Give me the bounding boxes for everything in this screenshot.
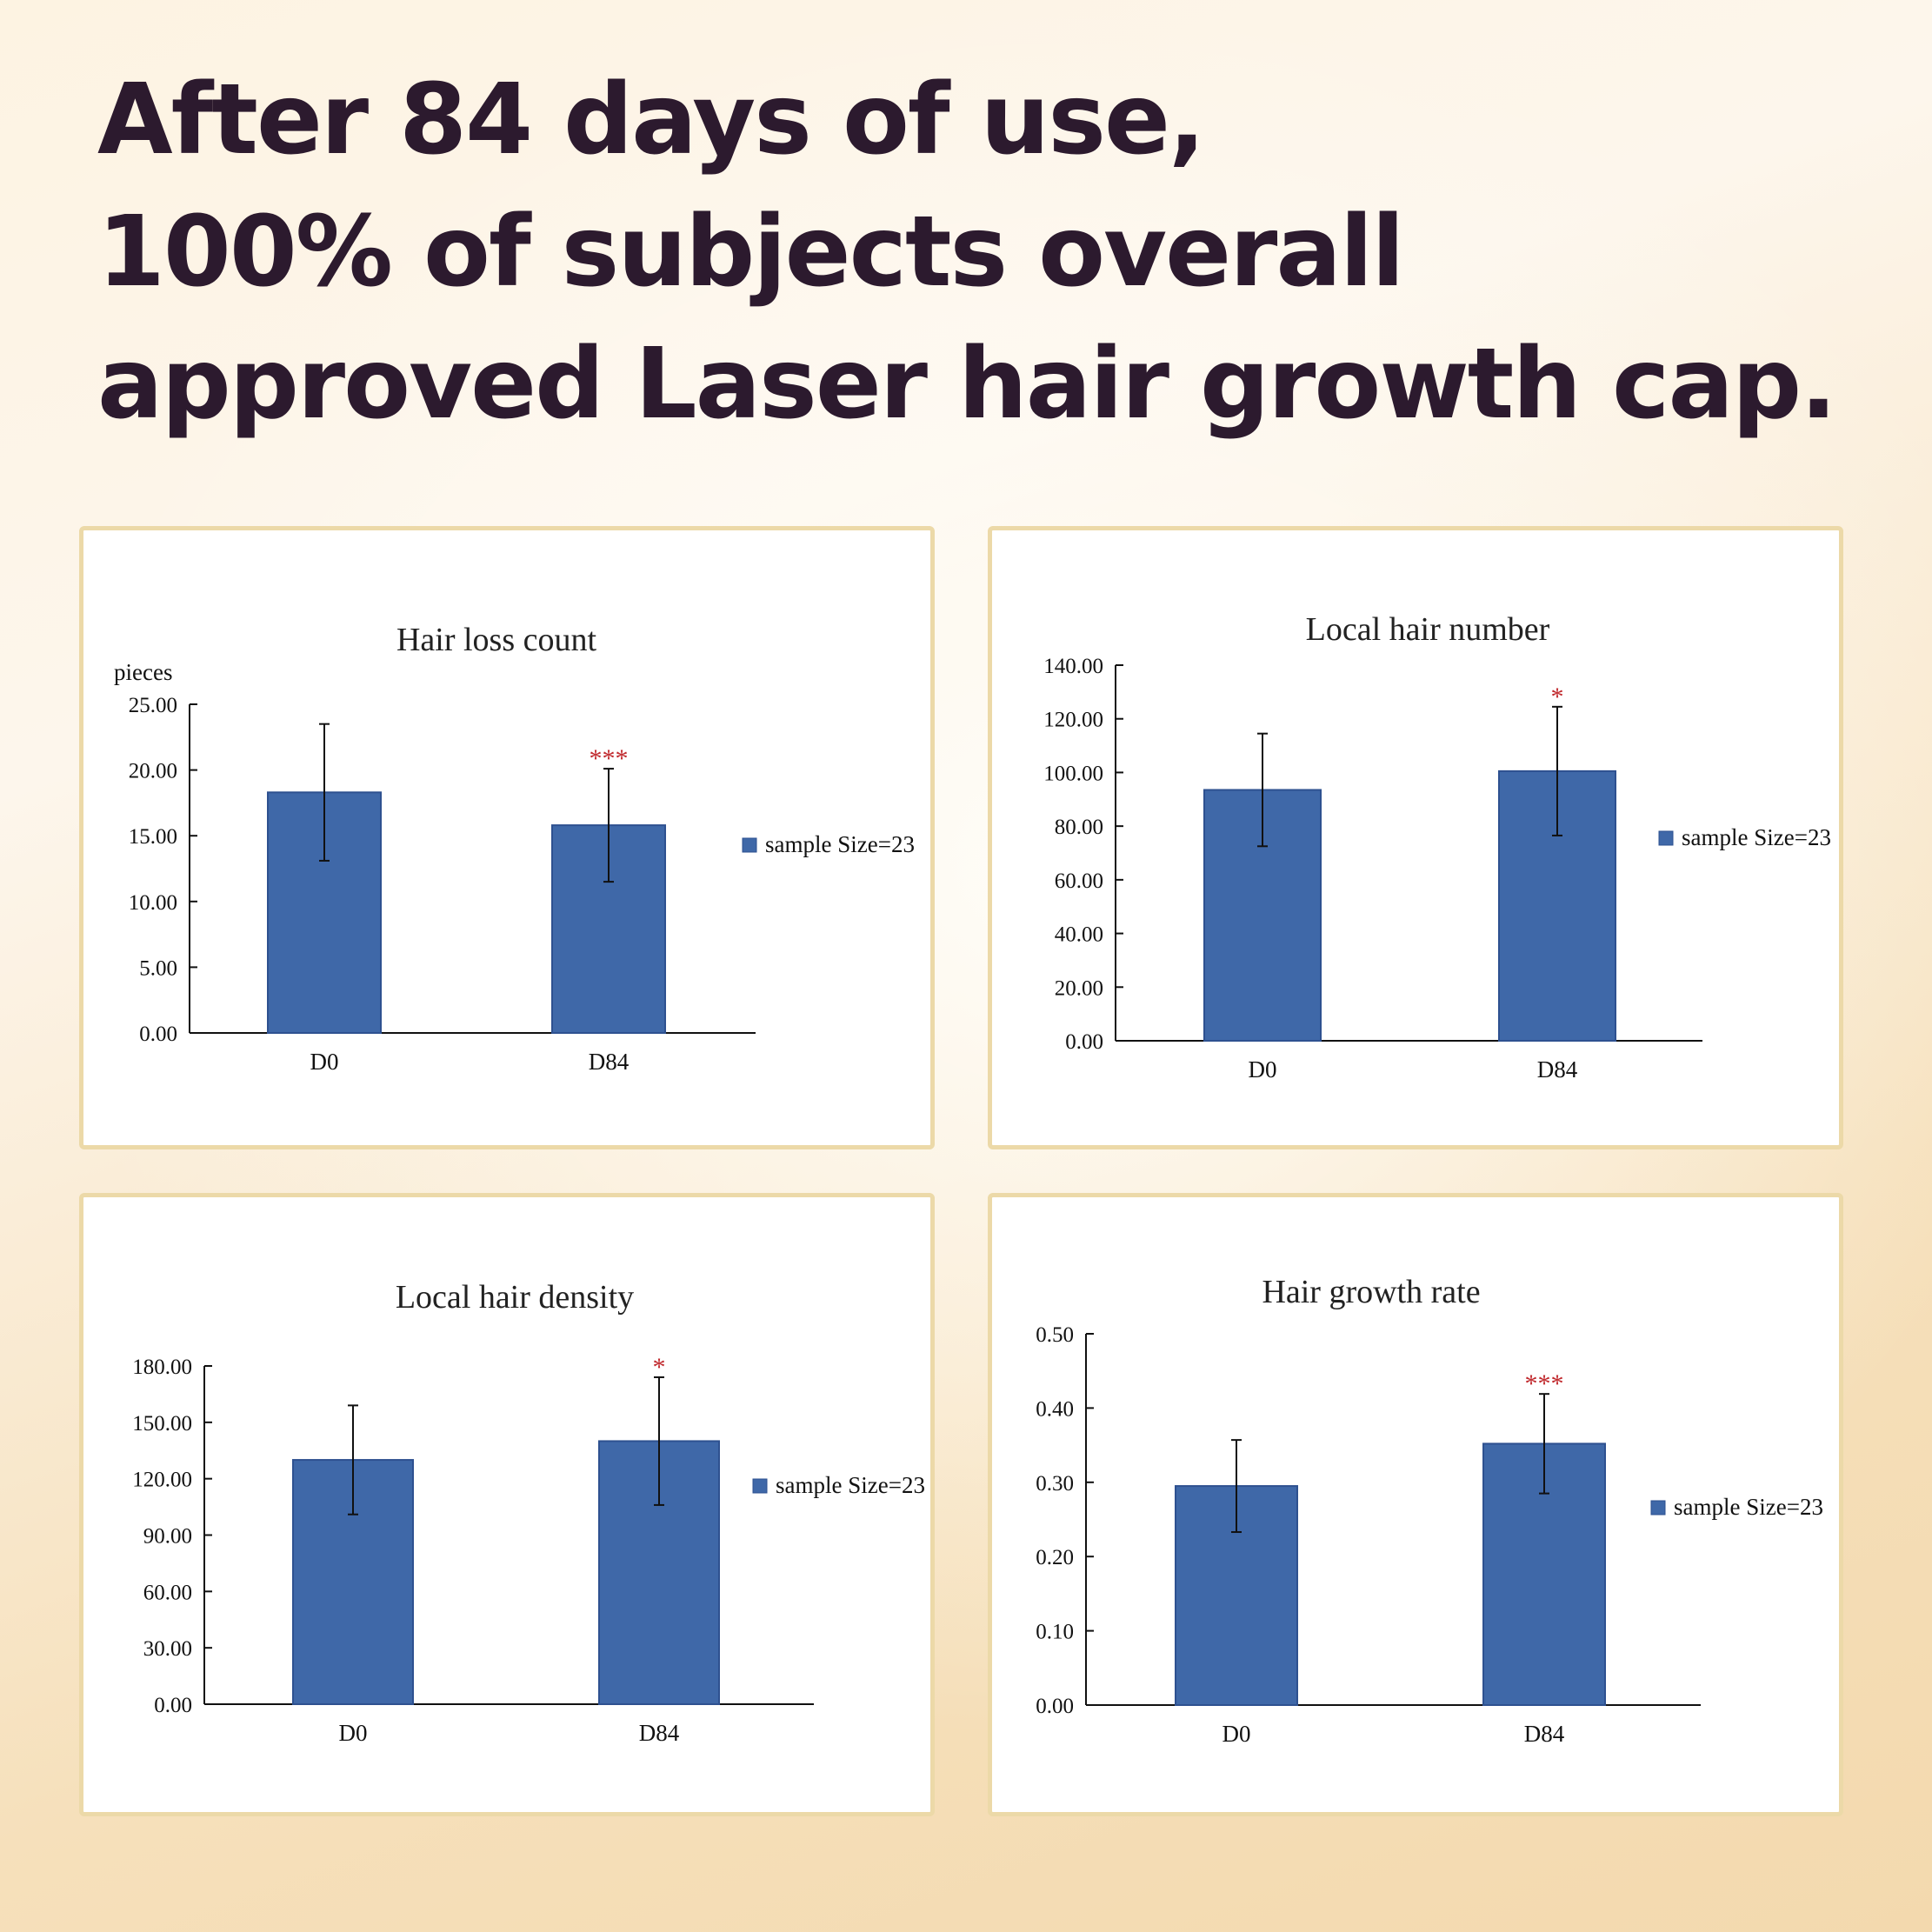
headline-line-2: 100% of subjects overall xyxy=(97,196,1405,309)
legend-label: sample Size=23 xyxy=(1682,824,1831,850)
y-tick-label: 60.00 xyxy=(1055,869,1103,893)
y-tick-label: 0.30 xyxy=(1036,1472,1074,1496)
x-category-label: D84 xyxy=(1524,1721,1565,1747)
y-tick-label: 40.00 xyxy=(1055,923,1103,947)
chart-local-hair-number: Local hair number 0.00 20.00 40.00 60.00 80.0… xyxy=(1043,611,1831,1083)
y-tick-label: 10.00 xyxy=(129,891,177,915)
legend-label: sample Size=23 xyxy=(1674,1494,1823,1520)
y-tick-label: 0.00 xyxy=(139,1023,177,1046)
chart-hair-loss-count: Hair loss count pieces 0.00 5.00 10.00 15.00 2… xyxy=(114,622,915,1075)
chart-panel-local-hair-number: Local hair number 0.00 20.00 40.00 60.00 80.0… xyxy=(988,526,1843,1149)
y-tick-label: 90.00 xyxy=(143,1525,192,1549)
y-tick-label: 25.00 xyxy=(129,694,177,717)
significance-marker: * xyxy=(653,1353,666,1382)
headline: After 84 days of use, 100% of subjects o… xyxy=(97,54,1837,450)
headline-line-3: approved Laser hair growth cap. xyxy=(97,328,1837,441)
legend-swatch xyxy=(752,1478,768,1494)
x-category-label: D84 xyxy=(589,1049,630,1075)
y-tick-label: 0.00 xyxy=(1065,1030,1103,1054)
chart-local-hair-density: Local hair density 0.00 30.00 60.00 90.00 120… xyxy=(132,1279,925,1746)
y-tick-label: 30.00 xyxy=(143,1637,192,1661)
y-tick-label: 0.00 xyxy=(154,1694,192,1717)
y-tick-label: 0.00 xyxy=(1036,1695,1074,1718)
y-tick-label: 150.00 xyxy=(132,1412,192,1436)
y-tick-label: 5.00 xyxy=(139,956,177,980)
chart-title: Local hair number xyxy=(1306,611,1550,648)
legend-label: sample Size=23 xyxy=(765,831,915,857)
y-tick-label: 0.20 xyxy=(1036,1546,1074,1569)
y-tick-label: 80.00 xyxy=(1055,816,1103,839)
y-axis-unit-label: pieces xyxy=(114,659,172,685)
legend-swatch xyxy=(1650,1500,1666,1516)
x-category-label: D84 xyxy=(1537,1056,1578,1083)
significance-marker: *** xyxy=(590,744,629,773)
x-category-label: D0 xyxy=(310,1049,339,1075)
chart-panel-local-hair-density: Local hair density 0.00 30.00 60.00 90.00 120… xyxy=(79,1193,935,1816)
y-tick-label: 140.00 xyxy=(1043,655,1103,678)
legend-label: sample Size=23 xyxy=(776,1472,925,1498)
chart-title: Hair growth rate xyxy=(1262,1274,1480,1310)
legend-swatch xyxy=(1658,830,1674,846)
y-tick-label: 0.50 xyxy=(1036,1323,1074,1347)
x-category-label: D84 xyxy=(639,1720,680,1746)
legend-swatch xyxy=(742,837,757,853)
significance-marker: * xyxy=(1551,683,1564,711)
x-category-label: D0 xyxy=(339,1720,368,1746)
chart-title: Local hair density xyxy=(396,1279,634,1316)
y-tick-label: 60.00 xyxy=(143,1581,192,1604)
x-category-label: D0 xyxy=(1222,1721,1251,1747)
x-category-label: D0 xyxy=(1249,1056,1277,1083)
y-tick-label: 20.00 xyxy=(129,760,177,783)
significance-marker: *** xyxy=(1525,1369,1564,1398)
y-tick-label: 15.00 xyxy=(129,825,177,849)
y-tick-label: 0.10 xyxy=(1036,1621,1074,1644)
chart-title: Hair loss count xyxy=(396,622,597,658)
y-tick-label: 180.00 xyxy=(132,1356,192,1379)
y-tick-label: 120.00 xyxy=(1043,709,1103,732)
y-tick-label: 120.00 xyxy=(132,1469,192,1492)
chart-hair-growth-rate: Hair growth rate 0.00 0.10 0.20 0.30 0.40 0.50… xyxy=(1036,1274,1823,1747)
y-tick-label: 100.00 xyxy=(1043,762,1103,785)
chart-panel-hair-loss-count: Hair loss count pieces 0.00 5.00 10.00 15.00 2… xyxy=(79,526,935,1149)
y-tick-label: 0.40 xyxy=(1036,1397,1074,1421)
headline-line-1: After 84 days of use, xyxy=(97,63,1206,177)
chart-panel-hair-growth-rate: Hair growth rate 0.00 0.10 0.20 0.30 0.40 0.50… xyxy=(988,1193,1843,1816)
y-tick-label: 20.00 xyxy=(1055,976,1103,1000)
